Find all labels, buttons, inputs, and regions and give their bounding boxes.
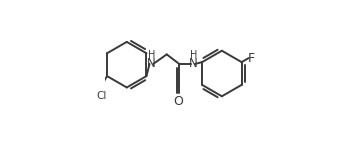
Text: N: N bbox=[189, 57, 197, 70]
Text: N: N bbox=[147, 57, 156, 70]
Text: H: H bbox=[147, 50, 155, 60]
Text: F: F bbox=[248, 52, 255, 65]
Text: Cl: Cl bbox=[96, 91, 106, 101]
Text: H: H bbox=[190, 50, 197, 60]
Text: O: O bbox=[174, 95, 183, 108]
